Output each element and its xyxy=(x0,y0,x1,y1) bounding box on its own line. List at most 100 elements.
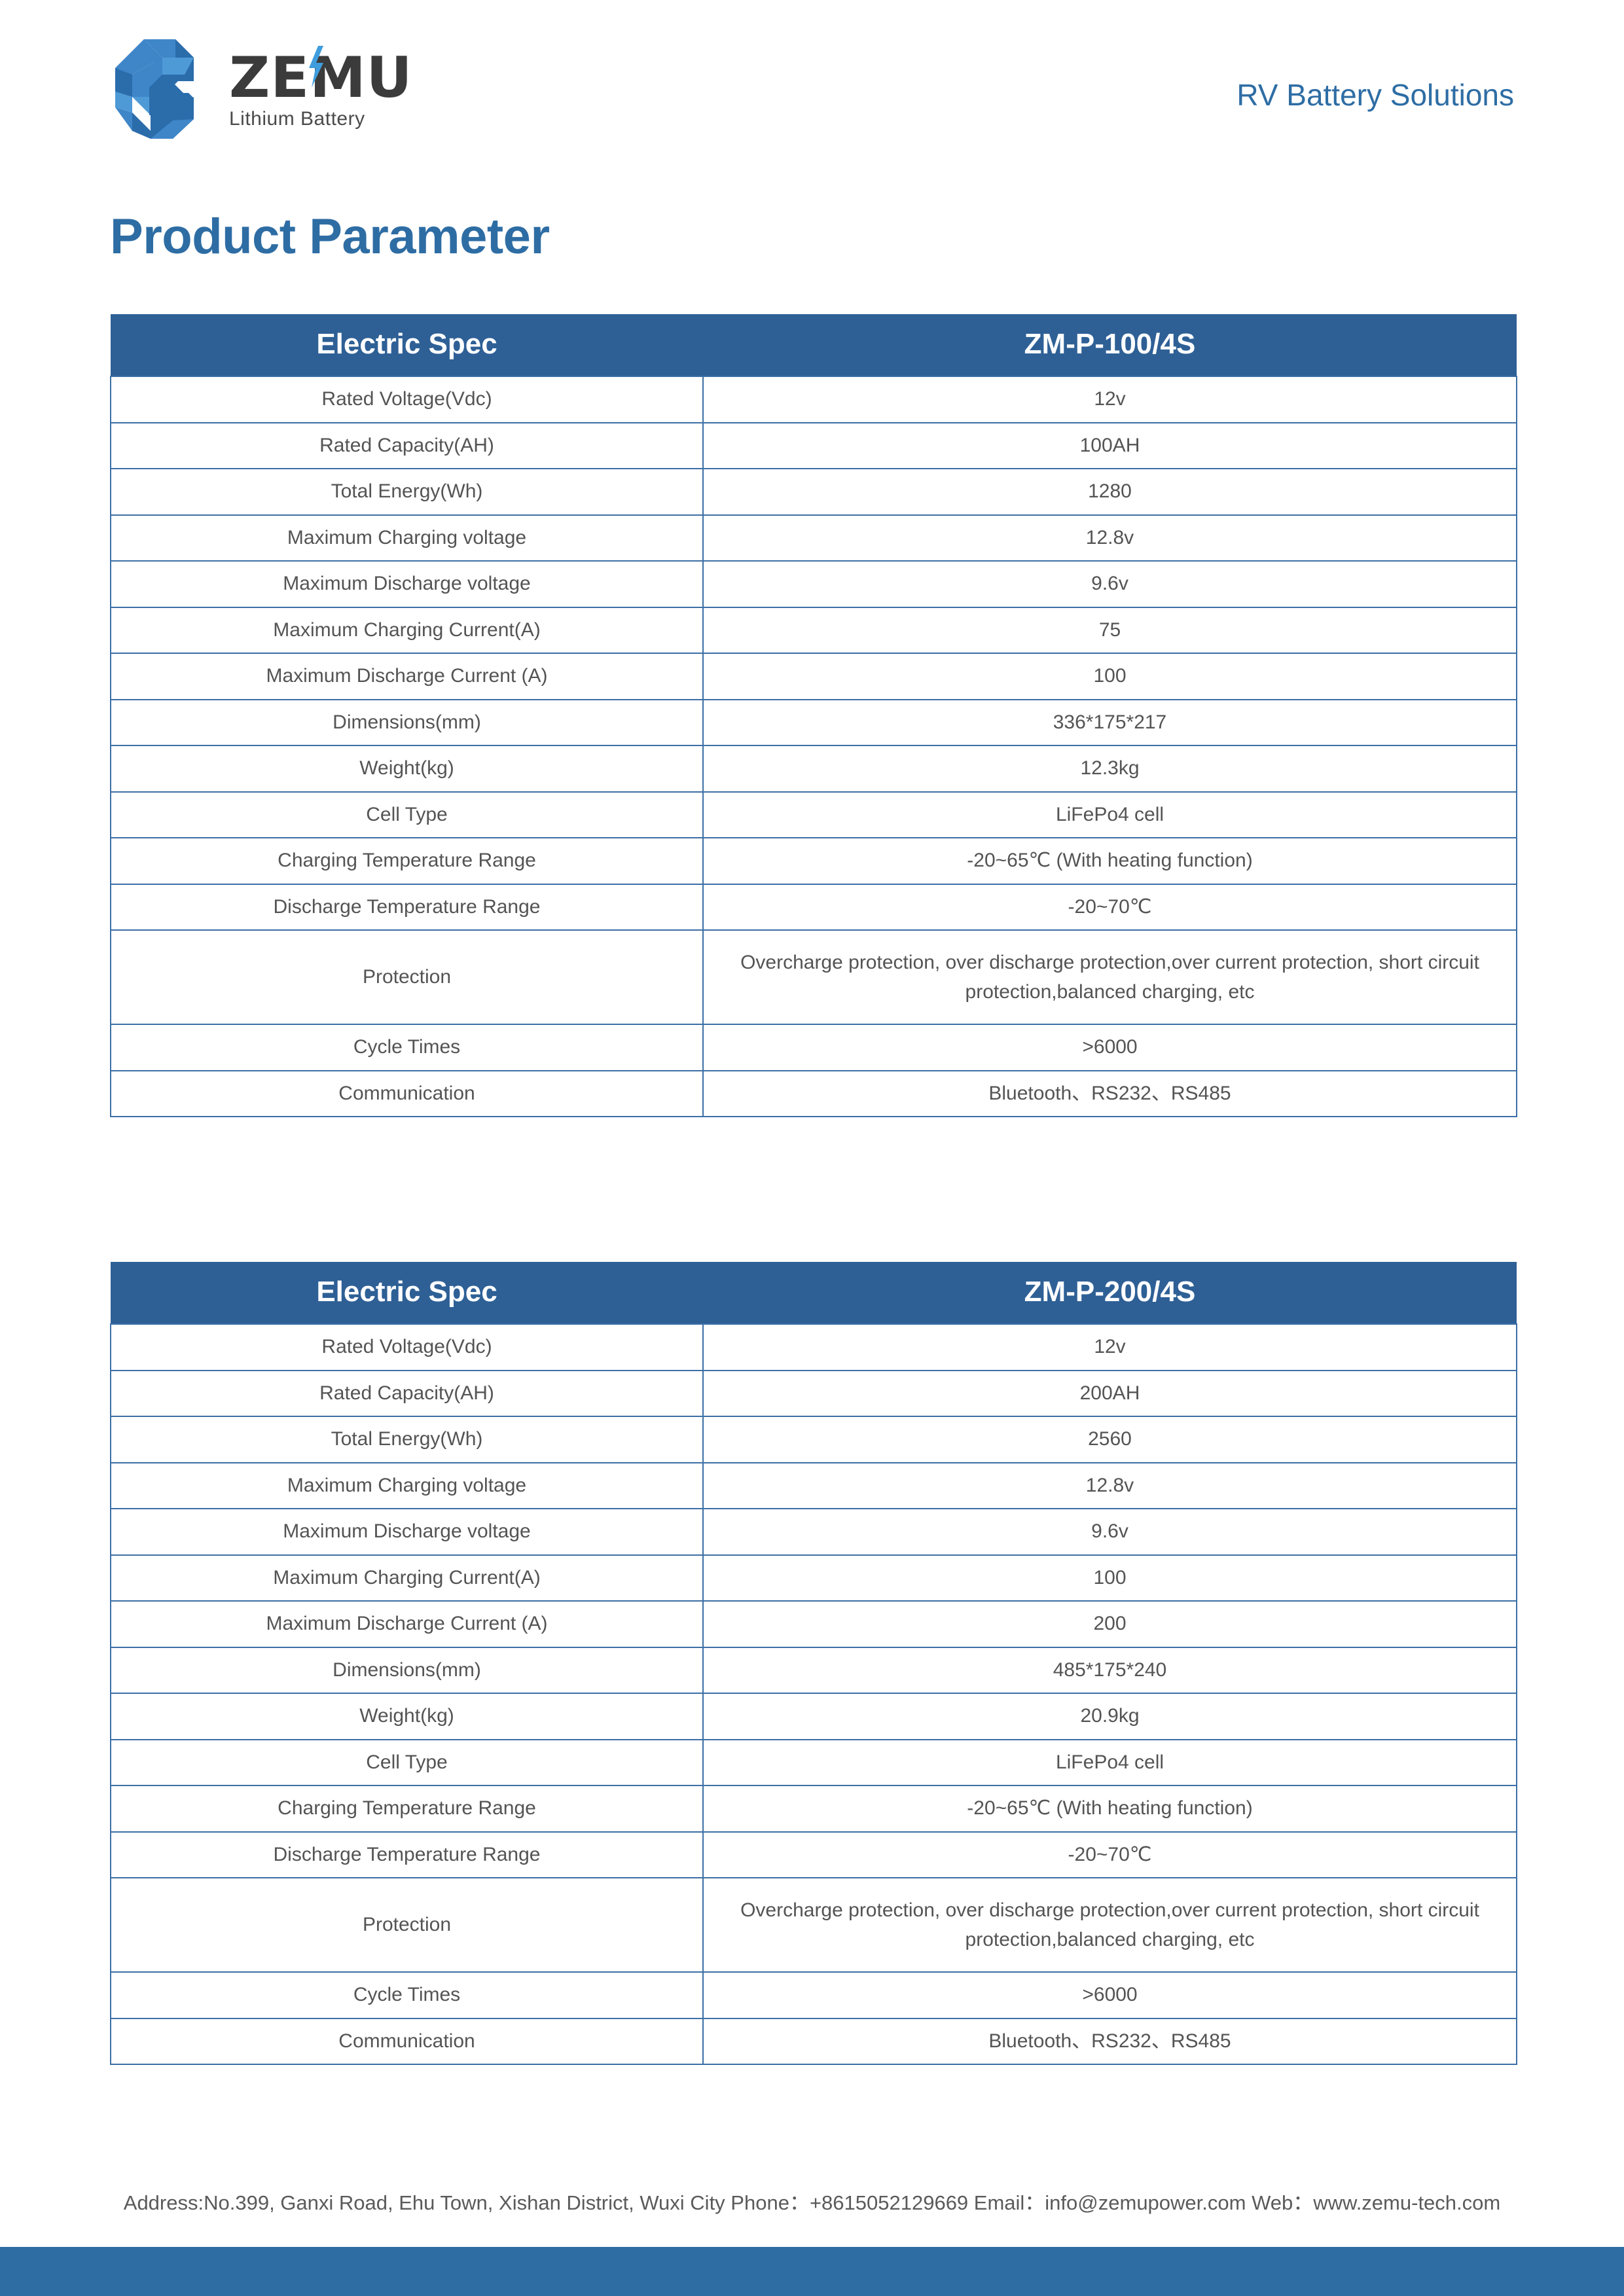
table-row: Dimensions(mm) 485*175*240 xyxy=(110,1646,1517,1695)
row-value: 485*175*240 xyxy=(702,1646,1517,1695)
company-logo: ZEMU Lithium Battery xyxy=(110,34,413,144)
row-label: Cycle Times xyxy=(110,1024,704,1071)
row-value: 12v xyxy=(702,376,1517,423)
row-label: Maximum Charging voltage xyxy=(110,1462,704,1510)
row-value: 1280 xyxy=(702,468,1517,516)
table-header-row: Electric Spec ZM-P-100/4S xyxy=(111,314,1517,377)
row-value: Bluetooth、RS232、RS485 xyxy=(702,2017,1517,2066)
row-label: Dimensions(mm) xyxy=(110,698,704,747)
table-row: Rated Capacity(AH) 100AH xyxy=(110,422,1517,470)
row-label: Dimensions(mm) xyxy=(110,1646,704,1695)
table-row: Protection Overcharge protection, over di… xyxy=(110,929,1517,1026)
row-label: Maximum Charging voltage xyxy=(110,514,704,562)
table-row: Maximum Discharge voltage 9.6v xyxy=(110,1508,1517,1556)
table-header-spec: Electric Spec xyxy=(111,314,703,377)
row-label: Maximum Discharge Current (A) xyxy=(110,1600,704,1648)
row-label: Rated Voltage(Vdc) xyxy=(110,1323,704,1371)
lightning-bolt-icon xyxy=(309,46,323,88)
row-label: Maximum Charging Current(A) xyxy=(110,606,704,655)
row-value: >6000 xyxy=(702,1971,1517,2019)
logo-brand-text: ZEMU xyxy=(229,45,413,111)
row-label: Maximum Charging Current(A) xyxy=(110,1554,704,1602)
row-value: 12v xyxy=(702,1323,1517,1371)
row-label: Communication xyxy=(110,1069,704,1118)
table-row: Maximum Charging Current(A) 75 xyxy=(110,606,1517,655)
table-header-row: Electric Spec ZM-P-200/4S xyxy=(111,1262,1517,1325)
footer-contact-text: Address:No.399, Ganxi Road, Ehu Town, Xi… xyxy=(123,2191,1501,2214)
row-value: 100 xyxy=(702,1554,1517,1602)
row-label: Total Energy(Wh) xyxy=(110,468,704,516)
row-label: Charging Temperature Range xyxy=(110,1785,704,1833)
row-label: Communication xyxy=(110,2017,704,2066)
table-row: Communication Bluetooth、RS232、RS485 xyxy=(110,2017,1517,2066)
row-value: 12.8v xyxy=(702,1462,1517,1510)
row-value: 100 xyxy=(702,653,1517,700)
row-label: Total Energy(Wh) xyxy=(110,1416,704,1463)
row-label: Rated Capacity(AH) xyxy=(110,1369,704,1418)
row-label: Protection xyxy=(110,1877,704,1973)
row-value: Overcharge protection, over discharge pr… xyxy=(702,929,1517,1026)
row-value: 9.6v xyxy=(702,1508,1517,1556)
row-label: Cell Type xyxy=(110,791,704,839)
table-row: Total Energy(Wh) 2560 xyxy=(110,1416,1517,1463)
table-row: Protection Overcharge protection, over di… xyxy=(110,1877,1517,1973)
spec-table-zm-p-200: Electric Spec ZM-P-200/4S Rated Voltage(… xyxy=(110,1262,1517,2066)
row-value: 12.8v xyxy=(702,514,1517,562)
logo-wordmark: ZEMU Lithium Battery xyxy=(229,45,413,131)
row-value: LiFePo4 cell xyxy=(702,791,1517,839)
row-value: 2560 xyxy=(702,1416,1517,1463)
page-title: Product Parameter xyxy=(110,209,550,264)
row-value: LiFePo4 cell xyxy=(702,1738,1517,1787)
row-label: Rated Capacity(AH) xyxy=(110,422,704,470)
row-label: Cell Type xyxy=(110,1738,704,1787)
row-label: Charging Temperature Range xyxy=(110,837,704,885)
row-value: -20~65℃ (With heating function) xyxy=(702,1785,1517,1833)
row-value: Overcharge protection, over discharge pr… xyxy=(702,1877,1517,1973)
table-row: Rated Capacity(AH) 200AH xyxy=(110,1369,1517,1418)
row-value: Bluetooth、RS232、RS485 xyxy=(702,1069,1517,1118)
row-value: >6000 xyxy=(702,1024,1517,1071)
table-row: Charging Temperature Range -20~65℃ (With … xyxy=(110,1785,1517,1833)
table-row: Communication Bluetooth、RS232、RS485 xyxy=(110,1069,1517,1118)
table-row: Rated Voltage(Vdc) 12v xyxy=(110,376,1517,423)
row-label: Discharge Temperature Range xyxy=(110,1831,704,1879)
row-value: 200 xyxy=(702,1600,1517,1648)
table-row: Cell Type LiFePo4 cell xyxy=(110,1738,1517,1787)
row-value: 200AH xyxy=(702,1369,1517,1418)
row-label: Rated Voltage(Vdc) xyxy=(110,376,704,423)
row-label: Weight(kg) xyxy=(110,1693,704,1740)
table-row: Total Energy(Wh) 1280 xyxy=(110,468,1517,516)
row-label: Maximum Discharge Current (A) xyxy=(110,653,704,700)
row-label: Maximum Discharge voltage xyxy=(110,1508,704,1556)
table-row: Cycle Times >6000 xyxy=(110,1971,1517,2019)
table-row: Weight(kg) 12.3kg xyxy=(110,745,1517,793)
row-label: Discharge Temperature Range xyxy=(110,883,704,931)
table-row: Cycle Times >6000 xyxy=(110,1024,1517,1071)
table-row: Cell Type LiFePo4 cell xyxy=(110,791,1517,839)
zemu-diamond-icon xyxy=(115,39,194,139)
row-value: 75 xyxy=(702,606,1517,655)
table-row: Weight(kg) 20.9kg xyxy=(110,1693,1517,1740)
table-row: Maximum Discharge voltage 9.6v xyxy=(110,560,1517,608)
row-value: 9.6v xyxy=(702,560,1517,608)
row-value: 20.9kg xyxy=(702,1693,1517,1740)
table-row: Dimensions(mm) 336*175*217 xyxy=(110,698,1517,747)
row-value: 100AH xyxy=(702,422,1517,470)
table-row: Charging Temperature Range -20~65℃ (With … xyxy=(110,837,1517,885)
table-header-model: ZM-P-200/4S xyxy=(703,1262,1517,1325)
table-row: Rated Voltage(Vdc) 12v xyxy=(110,1323,1517,1371)
row-label: Protection xyxy=(110,929,704,1026)
header-tagline: RV Battery Solutions xyxy=(1236,78,1514,112)
row-label: Maximum Discharge voltage xyxy=(110,560,704,608)
table-row: Maximum Charging voltage 12.8v xyxy=(110,1462,1517,1510)
table-header-spec: Electric Spec xyxy=(111,1262,703,1325)
table-row: Maximum Charging voltage 12.8v xyxy=(110,514,1517,562)
table-row: Discharge Temperature Range -20~70℃ xyxy=(110,1831,1517,1879)
row-label: Weight(kg) xyxy=(110,745,704,793)
row-value: -20~70℃ xyxy=(702,1831,1517,1879)
table-row: Discharge Temperature Range -20~70℃ xyxy=(110,883,1517,931)
page-header: ZEMU Lithium Battery RV Battery Solution… xyxy=(0,26,1624,151)
row-value: -20~70℃ xyxy=(702,883,1517,931)
row-value: 12.3kg xyxy=(702,745,1517,793)
table-header-model: ZM-P-100/4S xyxy=(703,314,1517,377)
